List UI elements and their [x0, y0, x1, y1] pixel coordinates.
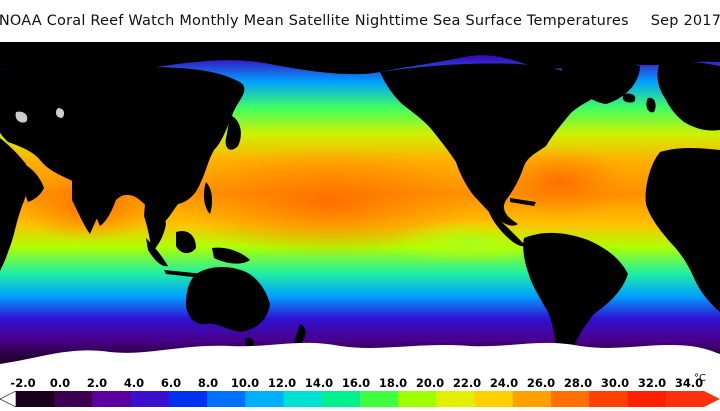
- legend-tick: 10.0: [230, 376, 260, 390]
- legend-tick: 14.0: [304, 376, 334, 390]
- legend-tick: 4.0: [123, 376, 145, 390]
- sst-map: [0, 42, 720, 372]
- europe: [657, 61, 720, 131]
- legend-min-arrow: [0, 391, 17, 407]
- legend-max-arrow: [704, 391, 720, 407]
- british-isles: [646, 97, 656, 113]
- south-america: [523, 232, 628, 362]
- atlantic-warm-area: [490, 147, 630, 217]
- legend-color-step: [551, 391, 590, 407]
- legend-color-step: [16, 391, 55, 407]
- central-america: [488, 210, 526, 247]
- tasmania: [245, 337, 254, 348]
- legend-color-step: [168, 391, 208, 407]
- legend-tick: 34.0: [674, 376, 704, 390]
- antarctica: [0, 342, 720, 372]
- greenland: [560, 59, 640, 104]
- iceland: [622, 93, 636, 103]
- legend-unit: °C: [694, 373, 706, 384]
- legend-tick: 22.0: [452, 376, 482, 390]
- legend-tick: 6.0: [160, 376, 182, 390]
- inland-lake-ice: [15, 111, 28, 123]
- north-america: [380, 63, 610, 226]
- australia: [186, 267, 270, 332]
- new-guinea: [212, 247, 250, 264]
- legend-color-step: [54, 391, 93, 407]
- legend-color-step: [665, 391, 705, 407]
- arabian-peninsula: [20, 162, 44, 202]
- legend-color-step: [321, 391, 361, 407]
- legend-color-step: [283, 391, 323, 407]
- new-zealand: [294, 324, 306, 345]
- legend-tick: -2.0: [10, 376, 36, 390]
- legend-tick: 26.0: [526, 376, 556, 390]
- arctic-land: [0, 42, 720, 75]
- legend-color-step: [474, 391, 514, 407]
- java-islands: [164, 270, 204, 278]
- legend-tick: 28.0: [563, 376, 593, 390]
- southeast-asia: [144, 192, 166, 252]
- legend-tick: 24.0: [489, 376, 519, 390]
- legend-color-step: [92, 391, 132, 407]
- cuba: [510, 198, 536, 206]
- map-title: NOAA Coral Reef Watch Monthly Mean Satel…: [0, 0, 720, 42]
- legend-tick: 0.0: [49, 376, 71, 390]
- legend-color-step: [245, 391, 285, 407]
- legend-color-step: [436, 391, 476, 407]
- sumatra: [146, 238, 168, 267]
- title-text: NOAA Coral Reef Watch Monthly Mean Satel…: [0, 13, 629, 29]
- legend-color-step: [589, 391, 629, 407]
- legend-tick: 16.0: [341, 376, 371, 390]
- legend-tick: 8.0: [197, 376, 219, 390]
- africa-west: [645, 148, 720, 312]
- legend-color-step: [360, 391, 399, 407]
- title-date: Sep 2017: [650, 13, 720, 29]
- legend-tick: 2.0: [86, 376, 108, 390]
- legend-colorbar: [0, 391, 720, 407]
- legend-color-step: [398, 391, 437, 407]
- legend-tick: 30.0: [600, 376, 630, 390]
- philippines: [203, 182, 213, 214]
- legend-tick: 20.0: [415, 376, 445, 390]
- borneo: [176, 230, 196, 254]
- asia-continent: [0, 65, 245, 226]
- legend-color-step: [130, 391, 170, 407]
- legend-color-step: [207, 391, 246, 407]
- legend-tick: 18.0: [378, 376, 408, 390]
- legend-tick: 12.0: [267, 376, 297, 390]
- legend-tick-labels: -2.0 0.0 2.0 4.0 6.0 8.0 10.0 12.0 14.0 16.0 18.0 2…: [0, 372, 720, 390]
- legend-tick: 32.0: [637, 376, 667, 390]
- temperature-legend: -2.0 0.0 2.0 4.0 6.0 8.0 10.0 12.0 14.0 16.0 18.0 2…: [0, 372, 720, 411]
- inland-lake-ice-2: [55, 108, 65, 118]
- india-subcontinent: [72, 180, 102, 234]
- legend-color-step: [627, 391, 667, 407]
- legend-color-step: [512, 391, 552, 407]
- japan: [225, 116, 241, 150]
